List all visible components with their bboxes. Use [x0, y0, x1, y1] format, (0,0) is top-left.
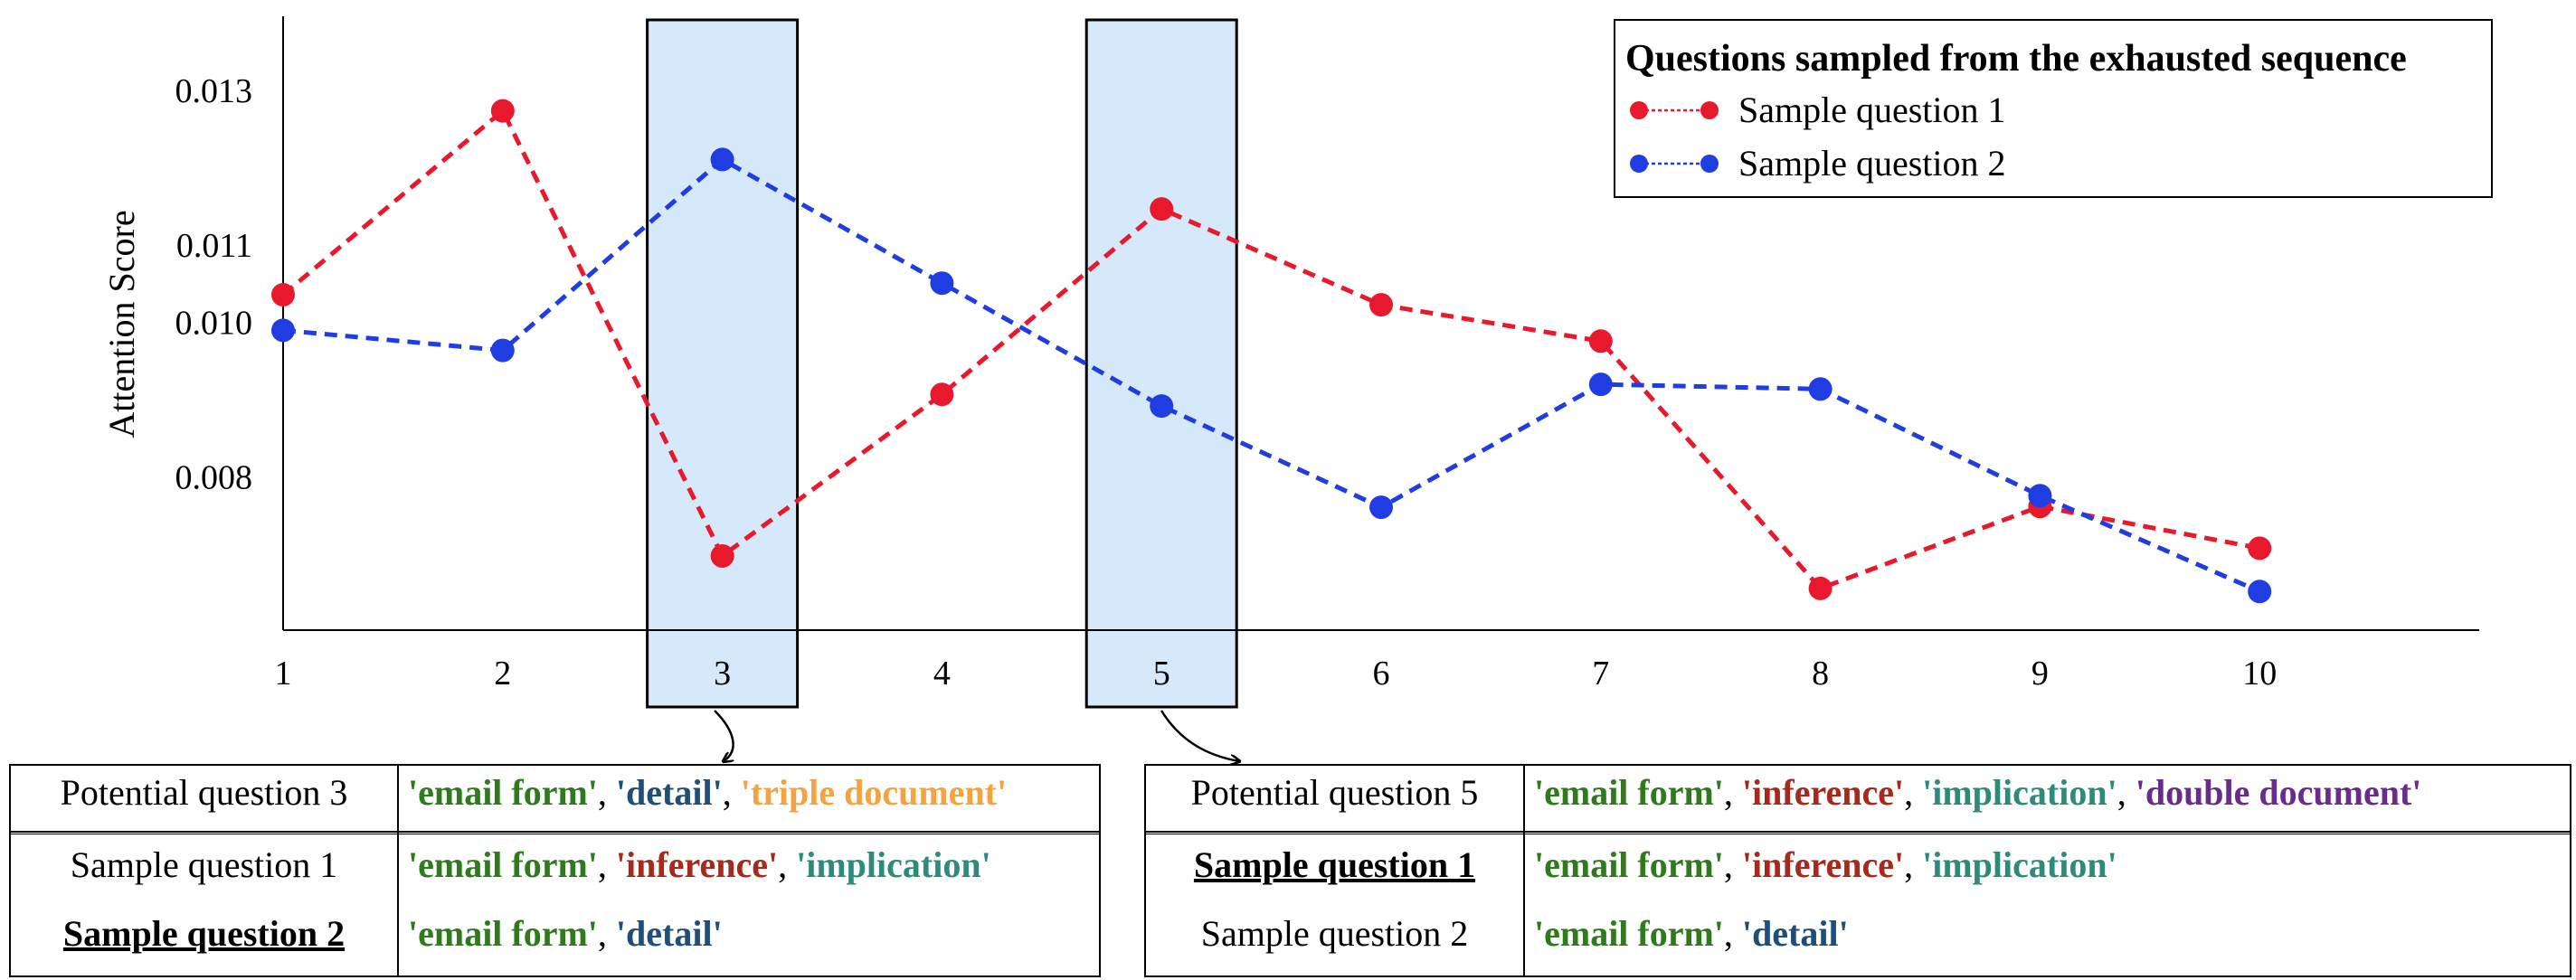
tag-separator: , — [778, 844, 797, 885]
tag-label: 'detail' — [615, 772, 723, 813]
x-tick-label: 2 — [494, 655, 511, 693]
x-tick-label: 4 — [933, 655, 951, 693]
tag-label: 'double document' — [2135, 772, 2422, 813]
series-2-point-3 — [710, 147, 734, 172]
series-line-2 — [282, 156, 2261, 594]
tag-label: 'inference' — [615, 844, 779, 885]
series-1-point-3 — [710, 543, 734, 568]
legend-box — [1614, 19, 2493, 198]
tag-label: 'email form' — [1534, 913, 1724, 954]
table-row-tags: 'email form', 'inference', 'implication' — [1534, 843, 2117, 886]
tag-table-2: Potential question 5 'email form', 'infer… — [1144, 764, 2571, 977]
legend-label-1: Sample question 1 — [1738, 90, 2006, 130]
table-row-tags: 'email form', 'detail' — [408, 912, 723, 955]
tag-label: 'email form' — [1534, 844, 1724, 885]
table-row-tags: 'email form', 'detail' — [1534, 912, 1849, 955]
x-tick-label: 7 — [1592, 655, 1609, 693]
tag-separator: , — [1904, 844, 1923, 885]
x-tick-label: 8 — [1812, 655, 1829, 693]
tag-label: 'triple document' — [740, 772, 1008, 813]
table-row-tags: 'email form', 'inference', 'implication' — [408, 843, 991, 886]
legend-marker-2 — [1700, 155, 1719, 173]
tag-separator: , — [1904, 772, 1923, 813]
x-tick-label: 3 — [714, 655, 731, 693]
series-2-point-7 — [1588, 372, 1613, 397]
tag-label: 'email form' — [408, 844, 598, 885]
y-tick-label: 0.008 — [175, 459, 253, 497]
tag-table-1: Potential question 3 'email form', 'detai… — [9, 764, 1101, 977]
series-1-point-1 — [271, 283, 295, 307]
tag-separator: , — [597, 772, 616, 813]
tag-label: 'inference' — [1741, 844, 1905, 885]
table-header-rule — [11, 831, 1099, 834]
y-tick-label: 0.010 — [175, 305, 253, 343]
series-2-point-9 — [2028, 484, 2052, 508]
table-row-label: Sample question 1 — [1193, 844, 1476, 885]
series-2-point-5 — [1150, 394, 1174, 419]
tag-label: 'implication' — [1922, 844, 2117, 885]
tag-label: 'email form' — [408, 913, 598, 954]
x-tick-label: 10 — [2242, 655, 2277, 693]
series-2-point-2 — [490, 338, 515, 363]
highlight-column-5 — [1084, 18, 1238, 709]
tag-label: 'implication' — [1922, 772, 2117, 813]
table-header-label: Potential question 3 — [60, 772, 348, 813]
series-2-point-1 — [271, 318, 295, 343]
x-tick-label: 1 — [275, 655, 292, 693]
tag-label: 'detail' — [615, 913, 723, 954]
tag-label: 'implication' — [796, 844, 991, 885]
tag-separator: , — [597, 844, 616, 885]
tag-label: 'email form' — [1534, 772, 1724, 813]
series-2-point-8 — [1808, 377, 1833, 401]
x-tick-label: 6 — [1373, 655, 1390, 693]
y-tick-label: 0.011 — [176, 227, 252, 265]
tag-separator: , — [597, 913, 616, 954]
x-tick-label: 9 — [2031, 655, 2049, 693]
series-1-point-7 — [1588, 329, 1613, 353]
tag-separator: , — [722, 772, 741, 813]
legend-marker-2 — [1630, 155, 1648, 173]
table-header-tags: 'email form', 'detail', 'triple document… — [408, 771, 1007, 814]
series-2-point-6 — [1369, 495, 1393, 520]
table-row-label: Sample question 2 — [1200, 913, 1469, 954]
arrow-column-5 — [1160, 710, 1239, 761]
series-1-point-5 — [1150, 197, 1174, 221]
series-2-point-4 — [930, 271, 954, 296]
tag-label: 'inference' — [1741, 772, 1905, 813]
tag-separator: , — [1723, 772, 1742, 813]
series-1-point-8 — [1808, 576, 1833, 600]
series-line-1 — [281, 107, 2260, 591]
table-header-tags: 'email form', 'inference', 'implication'… — [1534, 771, 2421, 814]
y-tick-label: 0.013 — [175, 72, 253, 110]
table-divider — [397, 766, 399, 975]
tag-label: 'detail' — [1741, 913, 1849, 954]
series-1-point-4 — [930, 382, 954, 407]
legend-marker-1 — [1630, 101, 1648, 119]
table-row-label: Sample question 2 — [62, 913, 346, 954]
table-header-label: Potential question 5 — [1190, 772, 1479, 813]
table-row-label: Sample question 1 — [70, 844, 338, 885]
series-1-point-6 — [1369, 293, 1393, 317]
table-divider — [1523, 766, 1525, 975]
legend-label-2: Sample question 2 — [1738, 143, 2006, 184]
table-header-rule — [1146, 831, 2570, 834]
arrow-column-3 — [714, 710, 734, 761]
tag-label: 'email form' — [408, 772, 598, 813]
tag-separator: , — [1723, 844, 1742, 885]
x-tick-label: 5 — [1153, 655, 1170, 693]
tag-separator: , — [2117, 772, 2136, 813]
series-1-point-2 — [490, 99, 515, 123]
series-1-point-10 — [2248, 536, 2272, 561]
legend-marker-1 — [1700, 101, 1719, 119]
tag-separator: , — [1723, 913, 1742, 954]
series-2-point-10 — [2248, 580, 2272, 604]
legend-title: Questions sampled from the exhausted seq… — [1625, 38, 2407, 80]
highlight-column-3 — [646, 18, 800, 709]
y-axis-title: Attention Score — [101, 210, 142, 438]
